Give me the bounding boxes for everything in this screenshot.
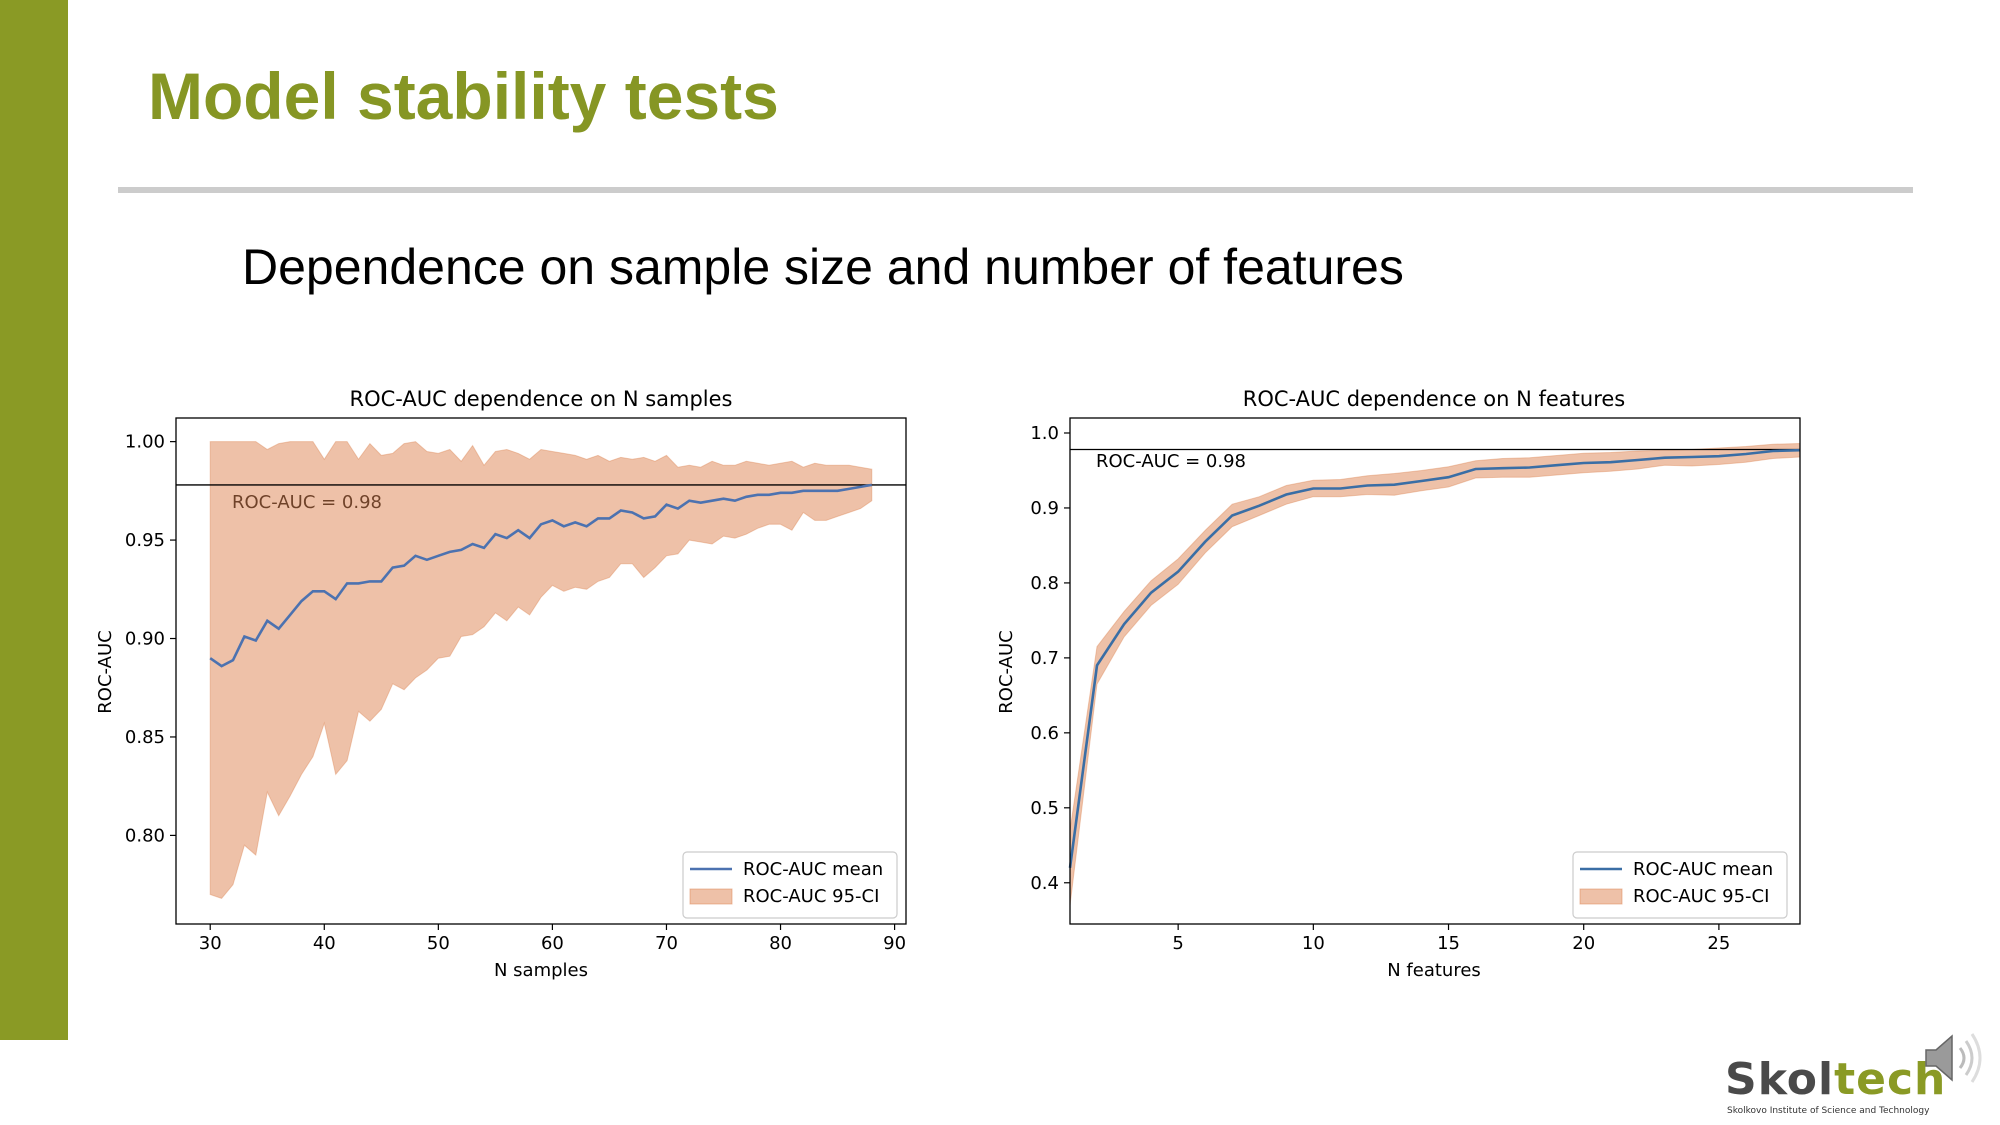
legend-box [682,851,898,919]
x-tick-label: 70 [655,933,678,954]
reference-line-label: ROC-AUC = 0.98 [232,492,382,513]
slide-subtitle: Dependence on sample size and number of … [242,239,1404,295]
legend: ROC-AUC mean ROC-AUC 95-CI [1572,851,1788,919]
legend-mean-label: ROC-AUC mean [1633,859,1773,880]
y-axis-label: ROC-AUC [95,630,116,713]
y-tick-label: 0.8 [1030,573,1059,594]
left-accent-bar [0,0,68,1040]
axes-frame [1069,417,1801,925]
y-tick-label: 0.90 [125,629,165,650]
y-tick-label: 0.85 [125,727,165,748]
ci-band [1069,442,1801,906]
speaker-icon[interactable] [1918,1028,1982,1088]
y-tick-label: 0.9 [1030,498,1059,519]
title-divider [118,187,1913,193]
x-tick-label: 90 [883,933,906,954]
legend-mean-label: ROC-AUC mean [743,859,883,880]
y-tick-label: 0.5 [1030,798,1059,819]
legend-ci-label: ROC-AUC 95-CI [1633,886,1769,907]
axes-frame [175,417,907,925]
y-tick-label: 1.0 [1030,423,1059,444]
x-tick-label: 80 [769,933,792,954]
y-tick-label: 0.80 [125,825,165,846]
logo-wordmark-main: Skol [1725,1054,1835,1105]
legend-ci-swatch [689,888,733,905]
x-tick-label: 15 [1437,933,1460,954]
x-tick-label: 10 [1302,933,1325,954]
y-tick-label: 1.00 [125,432,165,453]
y-axis-label: ROC-AUC [996,630,1017,713]
x-axis-label: N features [1387,960,1481,981]
reference-line-label: ROC-AUC = 0.98 [1096,451,1246,472]
x-tick-label: 5 [1172,933,1183,954]
slide-title: Model stability tests [148,59,779,133]
logo-caption: Skolkovo Institute of Science and Techno… [1727,1106,1930,1116]
x-tick-label: 20 [1572,933,1595,954]
legend-ci-swatch [1579,888,1623,905]
legend-ci-label: ROC-AUC 95-CI [743,886,879,907]
x-tick-label: 40 [313,933,336,954]
mean-line [1068,448,1801,868]
mean-line [209,483,873,668]
logo-wordmark: Skoltech [1725,1054,1946,1105]
y-tick-label: 0.95 [125,530,165,551]
y-tick-label: 0.6 [1030,723,1059,744]
x-tick-label: 50 [427,933,450,954]
x-tick-label: 30 [199,933,222,954]
y-tick-label: 0.4 [1030,873,1059,894]
ci-band [209,441,873,899]
legend: ROC-AUC mean ROC-AUC 95-CI [682,851,898,919]
x-tick-label: 25 [1707,933,1730,954]
chart-title: ROC-AUC dependence on N features [1243,387,1625,411]
x-tick-label: 60 [541,933,564,954]
legend-box [1572,851,1788,919]
x-axis-label: N samples [494,960,588,981]
y-tick-label: 0.7 [1030,648,1059,669]
chart-title: ROC-AUC dependence on N samples [350,387,733,411]
